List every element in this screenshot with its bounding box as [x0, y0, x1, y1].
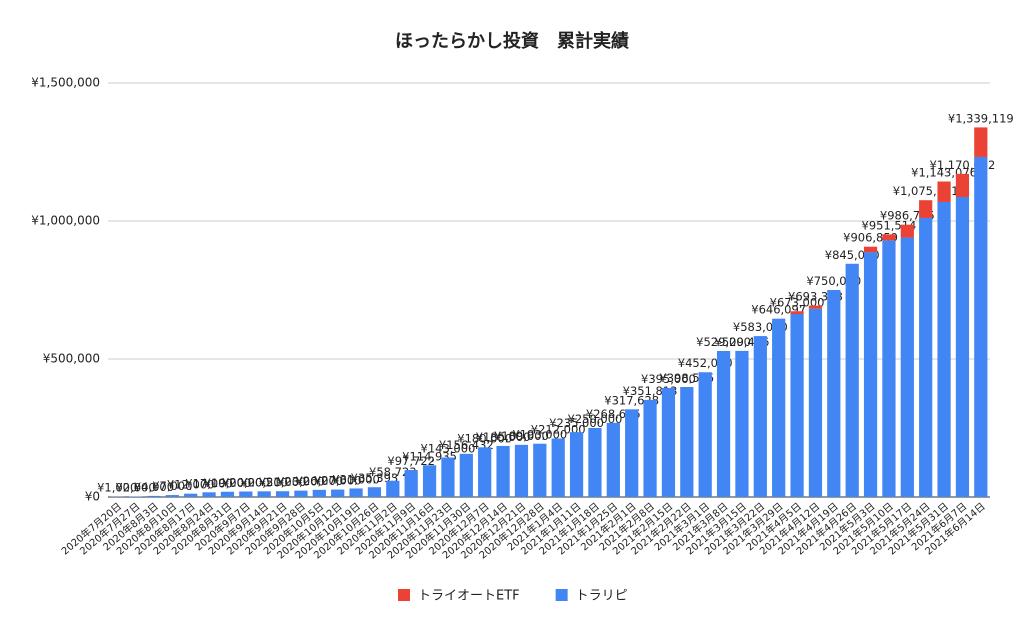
bar-segment: [955, 173, 970, 197]
bar-segment: [441, 457, 455, 497]
total-label: ¥31,000: [332, 472, 380, 486]
chart-title: ほったらかし投資 累計実績: [395, 30, 629, 52]
y-tick-label: ¥500,000: [43, 352, 100, 366]
bar-segment: [716, 350, 731, 497]
bar-segment: [459, 453, 473, 497]
total-label: ¥250,000: [568, 412, 623, 426]
bar-segment: [661, 387, 676, 497]
total-label: ¥23,000: [277, 475, 325, 489]
bar-segment: [808, 305, 823, 309]
bar-segment: [202, 492, 216, 497]
legend-label: トラリピ: [576, 589, 628, 604]
bar-segment: [827, 290, 841, 497]
bar-segment: [239, 491, 253, 497]
total-label: ¥395,000: [641, 372, 696, 386]
y-tick-label: ¥1,500,000: [31, 76, 100, 90]
total-label: ¥235,000: [549, 416, 604, 430]
bar-segment: [625, 409, 639, 497]
legend-swatch: [398, 589, 410, 601]
bar-segment: [753, 336, 767, 497]
legend-label: トライオートETF: [418, 589, 520, 604]
bar-segment: [312, 489, 326, 497]
bar-segment: [220, 491, 235, 497]
bar-segment: [257, 491, 271, 497]
bar-segment: [275, 491, 290, 497]
bar-segment: [349, 488, 363, 497]
total-label: ¥20,500: [240, 475, 288, 489]
bar-segment: [569, 432, 584, 497]
total-label: ¥97,722: [387, 454, 435, 468]
total-label: ¥21,000: [259, 475, 307, 489]
total-label: ¥12,000: [167, 478, 215, 492]
bar-segment: [698, 372, 712, 497]
bar-segment: [643, 399, 657, 497]
bar-segment: [386, 480, 400, 497]
bar-segment: [533, 443, 547, 497]
total-label: ¥1,000: [97, 481, 137, 495]
total-label: ¥4,000: [134, 480, 174, 494]
total-label: ¥185,000: [476, 430, 531, 444]
bar-segment: [882, 234, 896, 241]
bar-segment: [496, 445, 510, 497]
total-label: ¥20,000: [222, 475, 270, 489]
total-label: ¥2,000: [115, 480, 155, 494]
total-label: ¥7,000: [152, 479, 192, 493]
total-label: ¥143,000: [421, 442, 476, 456]
bar-segment: [331, 489, 345, 497]
bar-segment: [790, 311, 804, 315]
bar-segment: [919, 200, 933, 218]
bar-segment: [165, 495, 179, 497]
total-label: ¥193,000: [512, 428, 567, 442]
bar-segment: [367, 487, 382, 497]
bar-segment: [128, 496, 143, 497]
bar-segment: [845, 263, 859, 497]
bar-segment: [974, 127, 988, 157]
bar-segment: [680, 386, 694, 497]
total-label: ¥1,339,119: [948, 111, 1014, 125]
bar-segment: [863, 252, 878, 497]
bar-segment: [955, 196, 970, 497]
total-label: ¥529,000: [696, 335, 751, 349]
bar-segment: [772, 318, 786, 497]
total-label: ¥27,000: [314, 474, 362, 488]
bar-segment: [294, 490, 308, 497]
bar-segment: [514, 444, 529, 497]
bar-segment: [478, 447, 492, 497]
bar-segment: [863, 246, 878, 253]
bar-segment: [735, 350, 749, 497]
y-tick-label: ¥1,000,000: [31, 214, 100, 228]
bar-segment: [900, 237, 914, 497]
bar-segment: [937, 201, 951, 497]
bar-segment: [937, 181, 951, 202]
legend-swatch: [555, 589, 568, 601]
bar-segment: [919, 217, 933, 498]
total-label: ¥180,000: [457, 431, 512, 445]
bar-segment: [808, 308, 823, 497]
total-label: ¥17,000: [185, 476, 233, 490]
bar-segment: [900, 224, 914, 238]
bar-segment: [606, 422, 620, 497]
total-label: ¥26,000: [296, 474, 344, 488]
total-label: ¥19,000: [204, 476, 252, 490]
bar-segment: [790, 314, 804, 497]
y-tick-label: ¥0: [85, 490, 100, 504]
bar-segment: [184, 493, 198, 497]
bar-segment: [147, 495, 161, 497]
total-label: ¥189,000: [494, 429, 549, 443]
bar-segment: [404, 470, 418, 497]
bar-segment: [974, 156, 988, 497]
bar-segment: [422, 465, 437, 497]
bar-segment: [551, 438, 565, 497]
bar-segment: [882, 240, 896, 497]
bar-segment: [588, 428, 602, 497]
